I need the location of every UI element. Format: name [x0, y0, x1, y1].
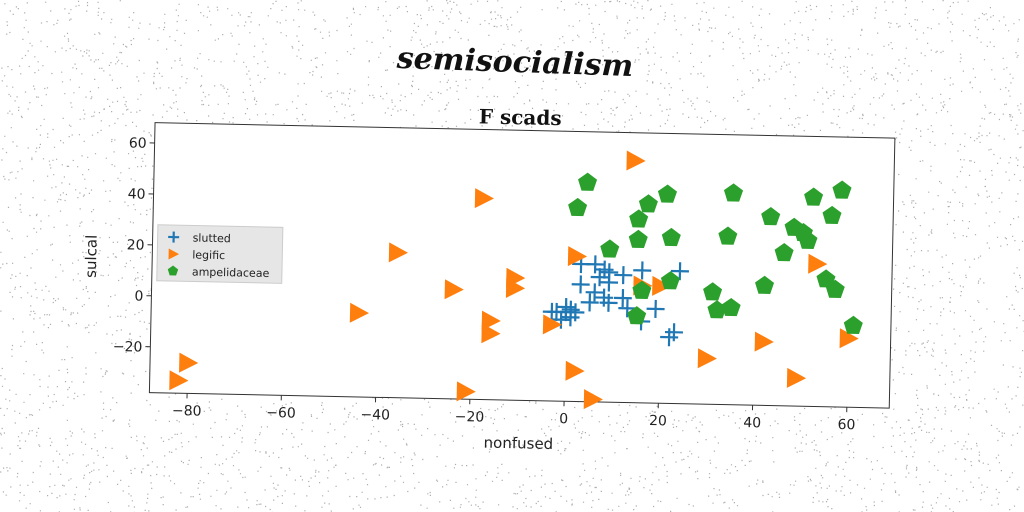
- data-point-ampelidaceae: [798, 230, 818, 249]
- x-axis-label: nonfused: [483, 434, 553, 453]
- x-tick-label: −40: [360, 407, 390, 424]
- y-tick-label: 0: [134, 288, 143, 304]
- plot-area: [148, 122, 896, 409]
- data-point-slutted: [664, 323, 683, 342]
- data-point-ampelidaceae: [628, 229, 648, 249]
- data-point-slutted: [566, 303, 585, 322]
- scatter-chart: F scads −80 −60 −40 −20 0 20 40 60 −20 0 20 40 60 n…: [82, 104, 896, 453]
- x-tick-label: −80: [172, 403, 202, 420]
- data-point-slutted: [595, 260, 614, 279]
- data-point-legific: [481, 310, 501, 331]
- x-tick-label: 60: [837, 417, 855, 433]
- data-point-legific: [697, 348, 717, 369]
- data-point-ampelidaceae: [843, 315, 863, 335]
- data-point-slutted: [599, 273, 619, 292]
- legend: slutted legific ampelidaceae: [156, 224, 284, 284]
- data-point-slutted: [557, 298, 576, 317]
- data-point-legific: [444, 279, 464, 300]
- data-point-ampelidaceae: [638, 194, 658, 213]
- data-point-ampelidaceae: [721, 297, 741, 317]
- data-point-legific: [474, 188, 494, 209]
- x-tick-label: −20: [455, 409, 485, 426]
- data-point-ampelidaceae: [822, 205, 842, 225]
- chart-title: F scads: [479, 104, 562, 130]
- data-point-legific: [786, 367, 807, 388]
- data-point-ampelidaceae: [761, 207, 781, 226]
- legend-marker-ampelidaceae: [167, 265, 179, 276]
- data-point-ampelidaceae: [703, 282, 723, 301]
- data-point-slutted: [599, 293, 618, 312]
- data-point-ampelidaceae: [600, 239, 620, 258]
- legend-label-slutted: slutted: [193, 231, 231, 245]
- data-point-ampelidaceae: [755, 275, 775, 294]
- legend-marker-legific: [168, 248, 180, 260]
- data-point-ampelidaceae: [660, 271, 680, 290]
- legend-label-ampelidaceae: ampelidaceae: [192, 265, 270, 280]
- legend-box: [156, 224, 284, 284]
- data-point-ampelidaceae: [774, 243, 794, 262]
- data-point-ampelidaceae: [718, 226, 738, 245]
- data-point-ampelidaceae: [568, 197, 588, 217]
- data-point-slutted: [618, 299, 637, 318]
- data-point-ampelidaceae: [661, 227, 681, 247]
- data-point-legific: [565, 360, 585, 381]
- data-point-slutted: [552, 310, 571, 329]
- data-point-legific: [652, 275, 672, 296]
- x-tick-label: 40: [743, 415, 761, 431]
- figure-suptitle: semisocialism: [395, 41, 634, 84]
- data-point-legific: [542, 314, 563, 335]
- data-point-legific: [505, 277, 526, 298]
- scatter-points: [169, 150, 863, 410]
- data-point-slutted: [613, 289, 632, 308]
- x-tick-label: −60: [266, 405, 296, 422]
- legend-label-legific: legific: [192, 248, 225, 262]
- data-point-slutted: [646, 299, 665, 318]
- data-point-legific: [839, 328, 859, 349]
- data-point-slutted: [633, 261, 652, 280]
- data-point-legific: [626, 150, 646, 171]
- data-point-ampelidaceae: [723, 183, 744, 202]
- x-tick-label: 0: [559, 411, 568, 427]
- legend-marker-slutted: [168, 231, 180, 243]
- y-tick-label: 60: [129, 135, 147, 151]
- data-point-ampelidaceae: [627, 306, 647, 325]
- data-point-legific: [808, 253, 828, 274]
- data-point-legific: [583, 389, 603, 410]
- data-point-slutted: [580, 293, 599, 312]
- data-point-legific: [388, 242, 408, 263]
- data-point-legific: [169, 370, 189, 391]
- data-point-ampelidaceae: [632, 280, 652, 299]
- data-point-legific: [481, 323, 501, 344]
- y-tick-label: 20: [126, 237, 144, 253]
- data-point-slutted: [670, 262, 689, 281]
- data-point-ampelidaceae: [832, 180, 852, 199]
- data-point-slutted: [585, 283, 604, 302]
- data-point-legific: [754, 331, 774, 352]
- y-tick-label: 40: [128, 186, 146, 202]
- y-tick-label: −20: [113, 339, 143, 356]
- data-point-slutted: [561, 300, 580, 319]
- data-point-legific: [567, 246, 588, 267]
- data-point-legific: [349, 302, 369, 323]
- data-point-slutted: [614, 266, 633, 285]
- data-point-slutted: [571, 275, 590, 294]
- data-point-ampelidaceae: [657, 184, 678, 203]
- x-axis: −80 −60 −40 −20 0 20 40 60: [172, 393, 856, 433]
- x-tick-label: 20: [649, 413, 667, 429]
- data-point-ampelidaceae: [804, 187, 824, 206]
- data-point-legific: [179, 352, 199, 373]
- data-point-slutted: [586, 255, 605, 274]
- data-point-legific: [456, 381, 476, 402]
- data-point-ampelidaceae: [629, 209, 649, 228]
- data-point-ampelidaceae: [825, 279, 845, 298]
- data-point-slutted: [590, 268, 609, 287]
- y-axis-label: sulcal: [82, 235, 101, 278]
- data-point-ampelidaceae: [578, 172, 598, 191]
- y-axis: −20 0 20 40 60: [113, 135, 155, 356]
